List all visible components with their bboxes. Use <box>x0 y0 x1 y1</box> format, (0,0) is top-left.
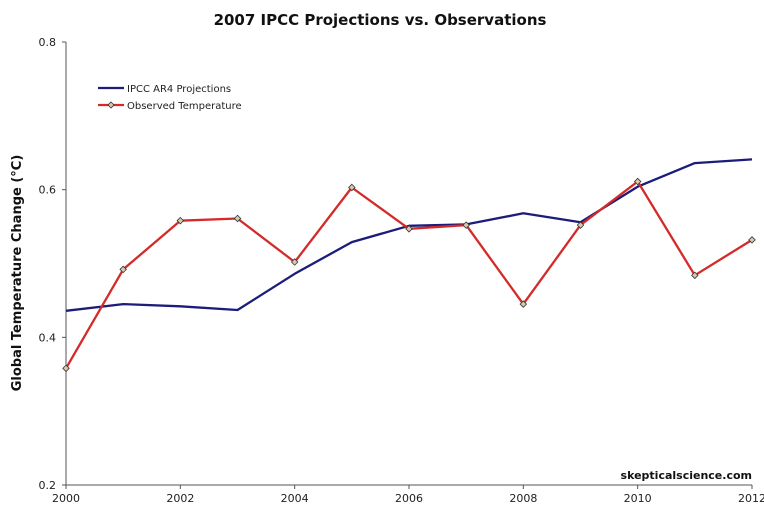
y-tick-label: 0.8 <box>39 36 57 49</box>
data-point <box>748 236 756 244</box>
data-point <box>290 258 299 266</box>
data-point <box>462 221 470 229</box>
series-line <box>65 158 753 312</box>
y-axis-label: Global Temperature Change (°C) <box>10 155 25 392</box>
x-tick-label: 2000 <box>52 492 80 505</box>
data-point <box>176 216 185 225</box>
chart-title: 2007 IPCC Projections vs. Observations <box>214 11 547 29</box>
x-tick-label: 2012 <box>738 492 764 505</box>
series-1 <box>62 177 756 373</box>
data-point <box>119 265 127 274</box>
series-layer <box>62 158 756 373</box>
x-axis-ticks: 2000 2002 2004 2006 2008 2010 2012 <box>52 485 764 505</box>
y-axis-ticks: 0.2 0.4 0.6 0.8 <box>39 36 66 492</box>
y-tick-label: 0.6 <box>39 184 57 197</box>
series-0 <box>65 158 753 312</box>
series-line <box>65 180 753 369</box>
data-point <box>691 271 699 280</box>
legend-label: IPCC AR4 Projections <box>127 84 231 95</box>
x-tick-label: 2002 <box>166 492 194 505</box>
data-point <box>233 214 242 223</box>
x-tick-label: 2008 <box>509 492 537 505</box>
legend: IPCC AR4 Projections Observed Temperature <box>98 84 242 112</box>
x-tick-label: 2004 <box>281 492 309 505</box>
data-point <box>519 300 528 308</box>
watermark-text: skepticalscience.com <box>621 469 752 482</box>
data-point <box>348 183 356 192</box>
y-tick-label: 0.4 <box>39 331 57 344</box>
data-point <box>405 225 413 233</box>
y-tick-label: 0.2 <box>39 479 57 492</box>
data-point <box>62 364 70 373</box>
x-tick-label: 2006 <box>395 492 423 505</box>
x-tick-label: 2010 <box>624 492 652 505</box>
legend-marker <box>107 101 115 109</box>
data-point <box>633 177 642 186</box>
legend-label: Observed Temperature <box>127 101 242 112</box>
data-point <box>576 221 585 229</box>
